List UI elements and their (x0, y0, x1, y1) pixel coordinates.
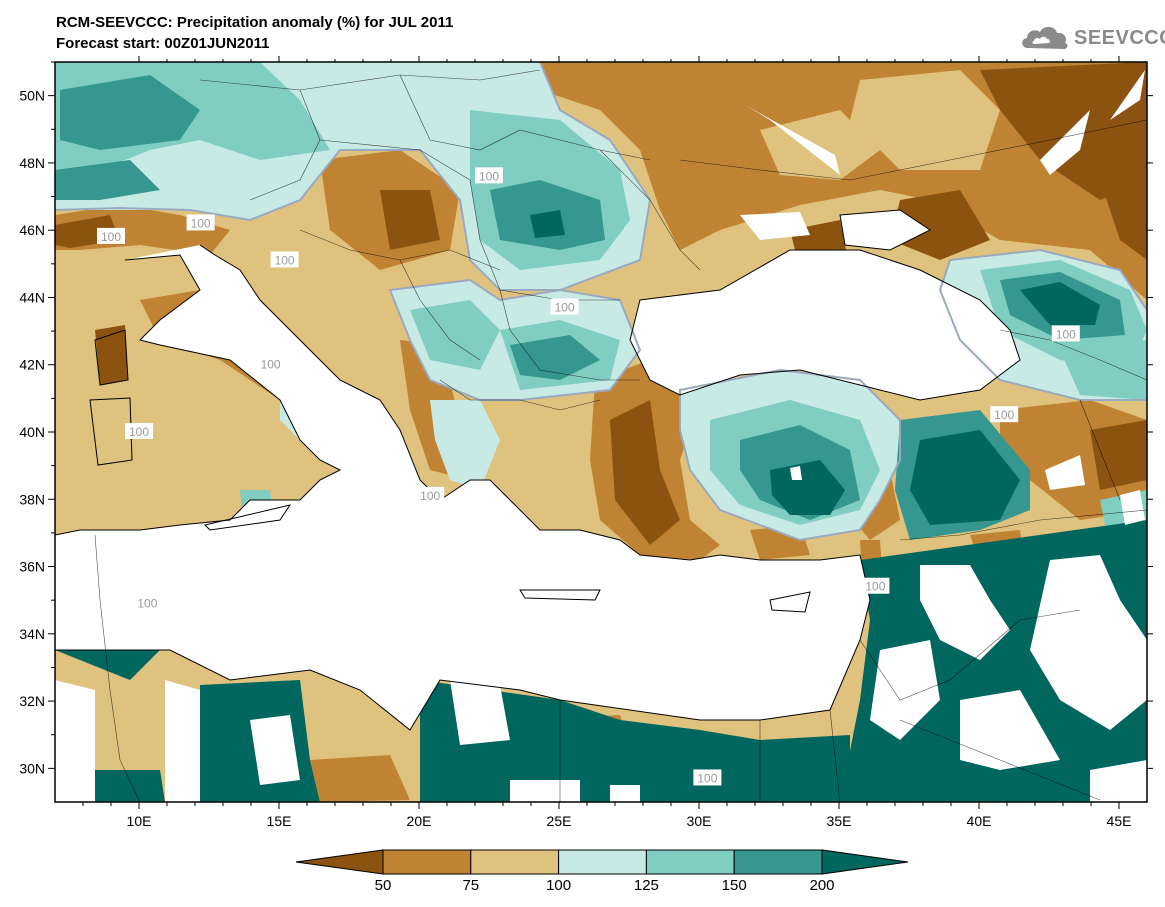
contour-label-box (125, 423, 153, 439)
contour-label-box (990, 406, 1019, 423)
contour-label: 100 (420, 489, 440, 503)
lon-tick-label: 40E (967, 813, 992, 829)
colorbar-arrow-high (821, 849, 909, 875)
contour-label: 100 (191, 216, 211, 230)
contour-label: 100 (129, 425, 149, 439)
lon-tick-label: 20E (407, 813, 432, 829)
lat-tick-label: 50N (19, 88, 45, 104)
lat-tick-label: 32N (19, 693, 45, 709)
contour-label: 100 (994, 408, 1014, 422)
logo: SEEVCCC (1018, 22, 1165, 54)
colorbar-label: 100 (546, 877, 571, 894)
colorbar-label: 75 (462, 877, 479, 894)
contour-label-box (416, 486, 445, 503)
coastlines (55, 209, 1021, 731)
axis-ticks (48, 56, 1153, 809)
colorbar-label: 200 (809, 877, 834, 894)
contour-label: 100 (261, 358, 281, 372)
lon-tick-label: 15E (267, 813, 292, 829)
contour-label: 100 (101, 230, 121, 244)
lon-tick-label: 45E (1107, 813, 1132, 829)
colorbar-arrow-low (295, 849, 384, 875)
colorbar-label: 50 (375, 877, 392, 894)
contour-label: 100 (697, 771, 717, 785)
colorbar-segment (470, 849, 560, 875)
lon-tick-labels: 10E 15E 20E 25E 30E 35E 40E 45E (127, 813, 1132, 829)
contour-label: 100 (275, 253, 295, 267)
cloud-icon (1022, 26, 1068, 49)
contour-label-box (256, 355, 285, 372)
lon-tick-label: 35E (827, 813, 852, 829)
contour-100 (55, 62, 1147, 542)
contour-label-box (97, 227, 125, 244)
lat-tick-label: 34N (19, 626, 45, 642)
colorbar-segment (558, 849, 647, 875)
lat-tick-label: 42N (19, 357, 45, 373)
lon-tick-label: 10E (127, 813, 152, 829)
contour-label-box (1051, 325, 1080, 342)
lat-tick-label: 44N (19, 289, 45, 305)
lon-tick-label: 25E (547, 813, 572, 829)
contour-label-box (186, 214, 215, 231)
lat-tick-label: 30N (19, 760, 45, 776)
contour-label-box (861, 577, 890, 594)
map-panel (55, 62, 1147, 802)
contour-label: 100 (865, 580, 885, 594)
lat-tick-labels: 50N 48N 46N 44N 42N 40N 38N 36N 34N 32N 30N (19, 88, 45, 777)
colorbar: 50 75 100 125 150 200 (295, 849, 909, 894)
colorbar-label: 150 (722, 877, 747, 894)
country-borders (94, 69, 1147, 802)
lat-tick-label: 36N (19, 559, 45, 575)
lat-tick-label: 38N (19, 491, 45, 507)
contour-label: 100 (555, 301, 575, 315)
contour-label-box (475, 167, 503, 184)
contour-label: 100 (137, 597, 157, 611)
colorbar-segment (733, 849, 823, 875)
lat-tick-label: 40N (19, 424, 45, 440)
chart-title: RCM-SEEVCCC: Precipitation anomaly (%) f… (56, 14, 454, 31)
contour-label-box (133, 594, 162, 611)
colorbar-label: 125 (634, 877, 659, 894)
contour-label-box (693, 769, 722, 786)
colorbar-segment (382, 849, 472, 875)
contour-label: 100 (1056, 327, 1076, 341)
chart-subtitle: Forecast start: 00Z01JUN2011 (56, 35, 270, 52)
contour-label: 100 (479, 169, 499, 183)
contour-labels: 100 100 100 100 100 100 100 100 100 100 100 100 100 (97, 167, 1080, 786)
contour-label-box (550, 298, 579, 315)
lat-tick-label: 46N (19, 222, 45, 238)
contour-label-box (270, 251, 299, 268)
lon-tick-label: 30E (687, 813, 712, 829)
lat-tick-label: 48N (19, 155, 45, 171)
colorbar-segment (645, 849, 735, 875)
logo-text: SEEVCCC (1074, 27, 1165, 49)
